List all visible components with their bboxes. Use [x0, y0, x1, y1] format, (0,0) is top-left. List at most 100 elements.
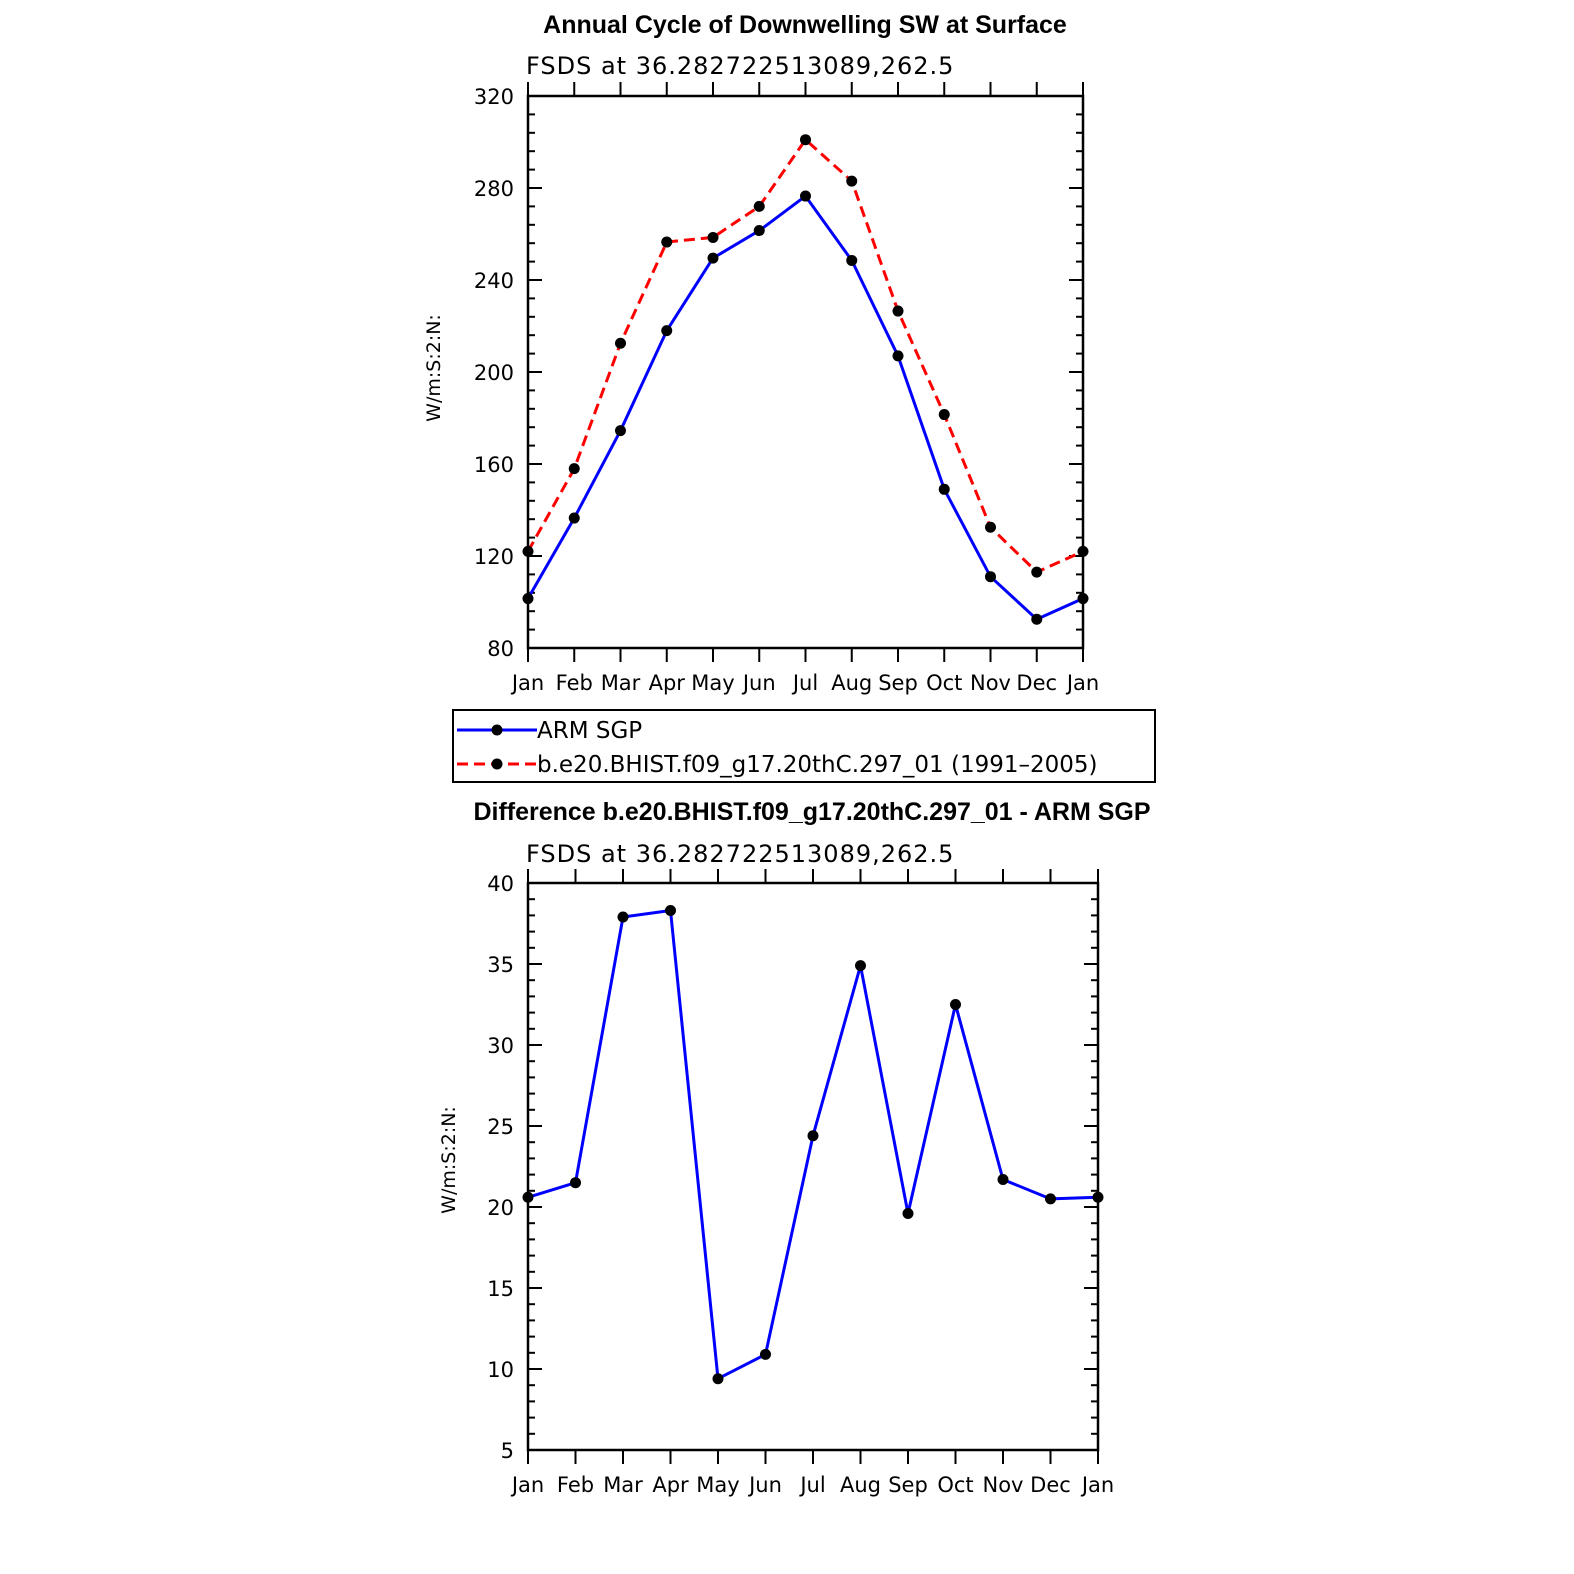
- series-line-0: [527, 909, 1099, 1381]
- x-tick-label: Nov: [983, 1473, 1024, 1497]
- x-tick-label: Dec: [1016, 671, 1057, 695]
- plot-frame: [526, 94, 1085, 650]
- x-tick-label: Oct: [926, 671, 962, 695]
- data-point: [570, 1177, 581, 1189]
- data-point: [665, 905, 676, 917]
- data-point: [1045, 1193, 1056, 1205]
- legend-entry-model: b.e20.BHIST.f09_g17.20thC.297_01 (1991–2…: [457, 752, 1098, 778]
- y-tick-label: 200: [474, 361, 514, 385]
- x-tick-label: Mar: [601, 671, 641, 695]
- data-point: [985, 571, 996, 583]
- y-tick-label: 160: [474, 453, 514, 477]
- data-point: [661, 325, 673, 337]
- data-point: [892, 350, 904, 362]
- annual-cycle-panel: Annual Cycle of Downwelling SW at Surfac…: [423, 11, 1099, 695]
- data-point: [568, 512, 580, 524]
- x-tick-label: Apr: [652, 1473, 689, 1497]
- data-point: [902, 1207, 914, 1219]
- x-tick-label: Nov: [970, 671, 1011, 695]
- y-tick-label: 240: [474, 269, 514, 293]
- y-tick-label: 280: [474, 177, 514, 201]
- legend-marker-arm: [491, 724, 503, 736]
- data-point: [1077, 545, 1089, 557]
- data-point: [938, 409, 950, 421]
- data-point: [712, 1373, 724, 1385]
- data-point: [1092, 1191, 1104, 1203]
- data-point: [522, 545, 534, 557]
- y-tick-label: 20: [487, 1196, 514, 1220]
- y-axis-label: W/m:S:2:N:: [438, 1106, 460, 1214]
- x-tick-label: Jan: [1080, 1473, 1114, 1497]
- x-tick-label: Jan: [510, 1473, 544, 1497]
- data-point: [1031, 566, 1043, 578]
- y-tick-label: 25: [487, 1115, 514, 1139]
- data-point: [753, 200, 765, 212]
- y-tick-label: 15: [487, 1277, 514, 1301]
- data-point: [707, 252, 719, 264]
- data-point: [855, 960, 866, 972]
- x-tick-label: Sep: [888, 1473, 928, 1497]
- data-point: [522, 593, 534, 605]
- data-point: [985, 521, 996, 533]
- legend-marker-model: [491, 758, 503, 770]
- x-tick-label: Dec: [1030, 1473, 1071, 1497]
- x-tick-label: Feb: [556, 671, 593, 695]
- data-point: [522, 1191, 534, 1203]
- series-line-1: [526, 138, 1084, 574]
- series-line-0: [526, 194, 1084, 621]
- data-point: [760, 1348, 771, 1360]
- y-tick-label: 30: [487, 1034, 514, 1058]
- x-tick-label: Sep: [878, 671, 918, 695]
- data-point: [753, 225, 765, 237]
- x-tick-label: Oct: [937, 1473, 973, 1497]
- y-tick-label: 5: [501, 1439, 514, 1463]
- data-point: [661, 236, 673, 248]
- legend-box: [452, 709, 1156, 783]
- y-tick-label: 10: [487, 1358, 514, 1382]
- data-point: [846, 175, 858, 187]
- chart-title: Difference b.e20.BHIST.f09_g17.20thC.297…: [473, 798, 1150, 826]
- data-point: [807, 1130, 819, 1142]
- data-point: [892, 305, 904, 317]
- data-point: [950, 999, 961, 1010]
- data-point: [617, 911, 629, 923]
- data-point: [615, 337, 626, 349]
- x-tick-label: Jul: [798, 1473, 825, 1497]
- data-point: [1077, 593, 1089, 605]
- x-tick-label: Jan: [1065, 671, 1099, 695]
- x-tick-label: Apr: [649, 671, 686, 695]
- y-axis-label: W/m:S:2:N:: [423, 314, 445, 422]
- data-point: [938, 483, 950, 495]
- data-point: [800, 190, 811, 202]
- y-tick-label: 120: [474, 545, 514, 569]
- data-point: [800, 134, 811, 146]
- legend-label-arm: ARM SGP: [537, 718, 642, 744]
- data-point: [615, 425, 626, 437]
- x-tick-label: Jan: [510, 671, 544, 695]
- plot-area: 5 10 15 20 25 30 35 40 Jan Feb Mar Apr May Jun Jul Aug S…: [487, 869, 1114, 1497]
- data-point: [707, 231, 719, 243]
- chart-subtitle: FSDS at 36.282722513089,262.5: [526, 840, 954, 868]
- data-point: [1031, 613, 1043, 625]
- legend-entry-arm: ARM SGP: [457, 718, 642, 744]
- x-tick-label: Mar: [603, 1473, 643, 1497]
- data-point: [846, 254, 858, 266]
- x-tick-label: May: [691, 671, 734, 695]
- x-tick-label: Feb: [557, 1473, 594, 1497]
- legend-label-model: b.e20.BHIST.f09_g17.20thC.297_01 (1991–2…: [537, 752, 1098, 778]
- legend: ARM SGP b.e20.BHIST.f09_g17.20thC.297_01…: [452, 709, 1156, 783]
- x-tick-label: Jul: [791, 671, 818, 695]
- y-tick-label: 40: [487, 872, 514, 896]
- y-tick-label: 35: [487, 953, 514, 977]
- x-tick-label: Jun: [741, 671, 776, 695]
- data-point: [568, 463, 580, 475]
- x-tick-label: Aug: [840, 1473, 881, 1497]
- data-point: [997, 1173, 1009, 1185]
- y-tick-label: 80: [487, 637, 514, 661]
- plot-area: 80 120 160 200 240 280 320 Jan Feb Mar Apr May Jun Ju…: [474, 82, 1099, 695]
- x-tick-label: May: [696, 1473, 739, 1497]
- chart-title: Annual Cycle of Downwelling SW at Surfac…: [543, 11, 1067, 39]
- x-tick-label: Aug: [831, 671, 872, 695]
- x-tick-label: Jun: [747, 1473, 782, 1497]
